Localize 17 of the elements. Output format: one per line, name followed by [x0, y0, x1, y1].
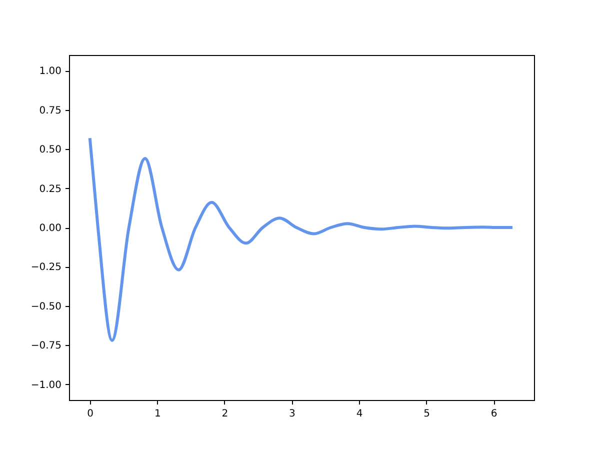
- y-tick-label: 0.50: [39, 144, 62, 156]
- y-tick-label: 0.75: [39, 105, 62, 116]
- y-tick-label: −1.00: [30, 380, 62, 391]
- y-tick-label: −0.25: [30, 262, 62, 274]
- y-tick-label: 0.25: [39, 184, 62, 195]
- y-tick-label: 1.00: [39, 66, 62, 78]
- x-tick-label: 0: [87, 408, 94, 420]
- x-tick-label: 6: [490, 408, 498, 420]
- y-tick-label: −0.50: [30, 301, 62, 312]
- x-tick-label: 4: [356, 408, 363, 420]
- x-tick-label: 5: [424, 408, 430, 420]
- y-tick-label: −0.75: [30, 340, 62, 352]
- x-tick-label: 2: [222, 408, 228, 420]
- x-tick-label: 3: [289, 408, 296, 420]
- y-tick-label: 0.00: [39, 223, 62, 234]
- line-series: [88, 136, 514, 342]
- x-tick-label: 1: [154, 408, 161, 420]
